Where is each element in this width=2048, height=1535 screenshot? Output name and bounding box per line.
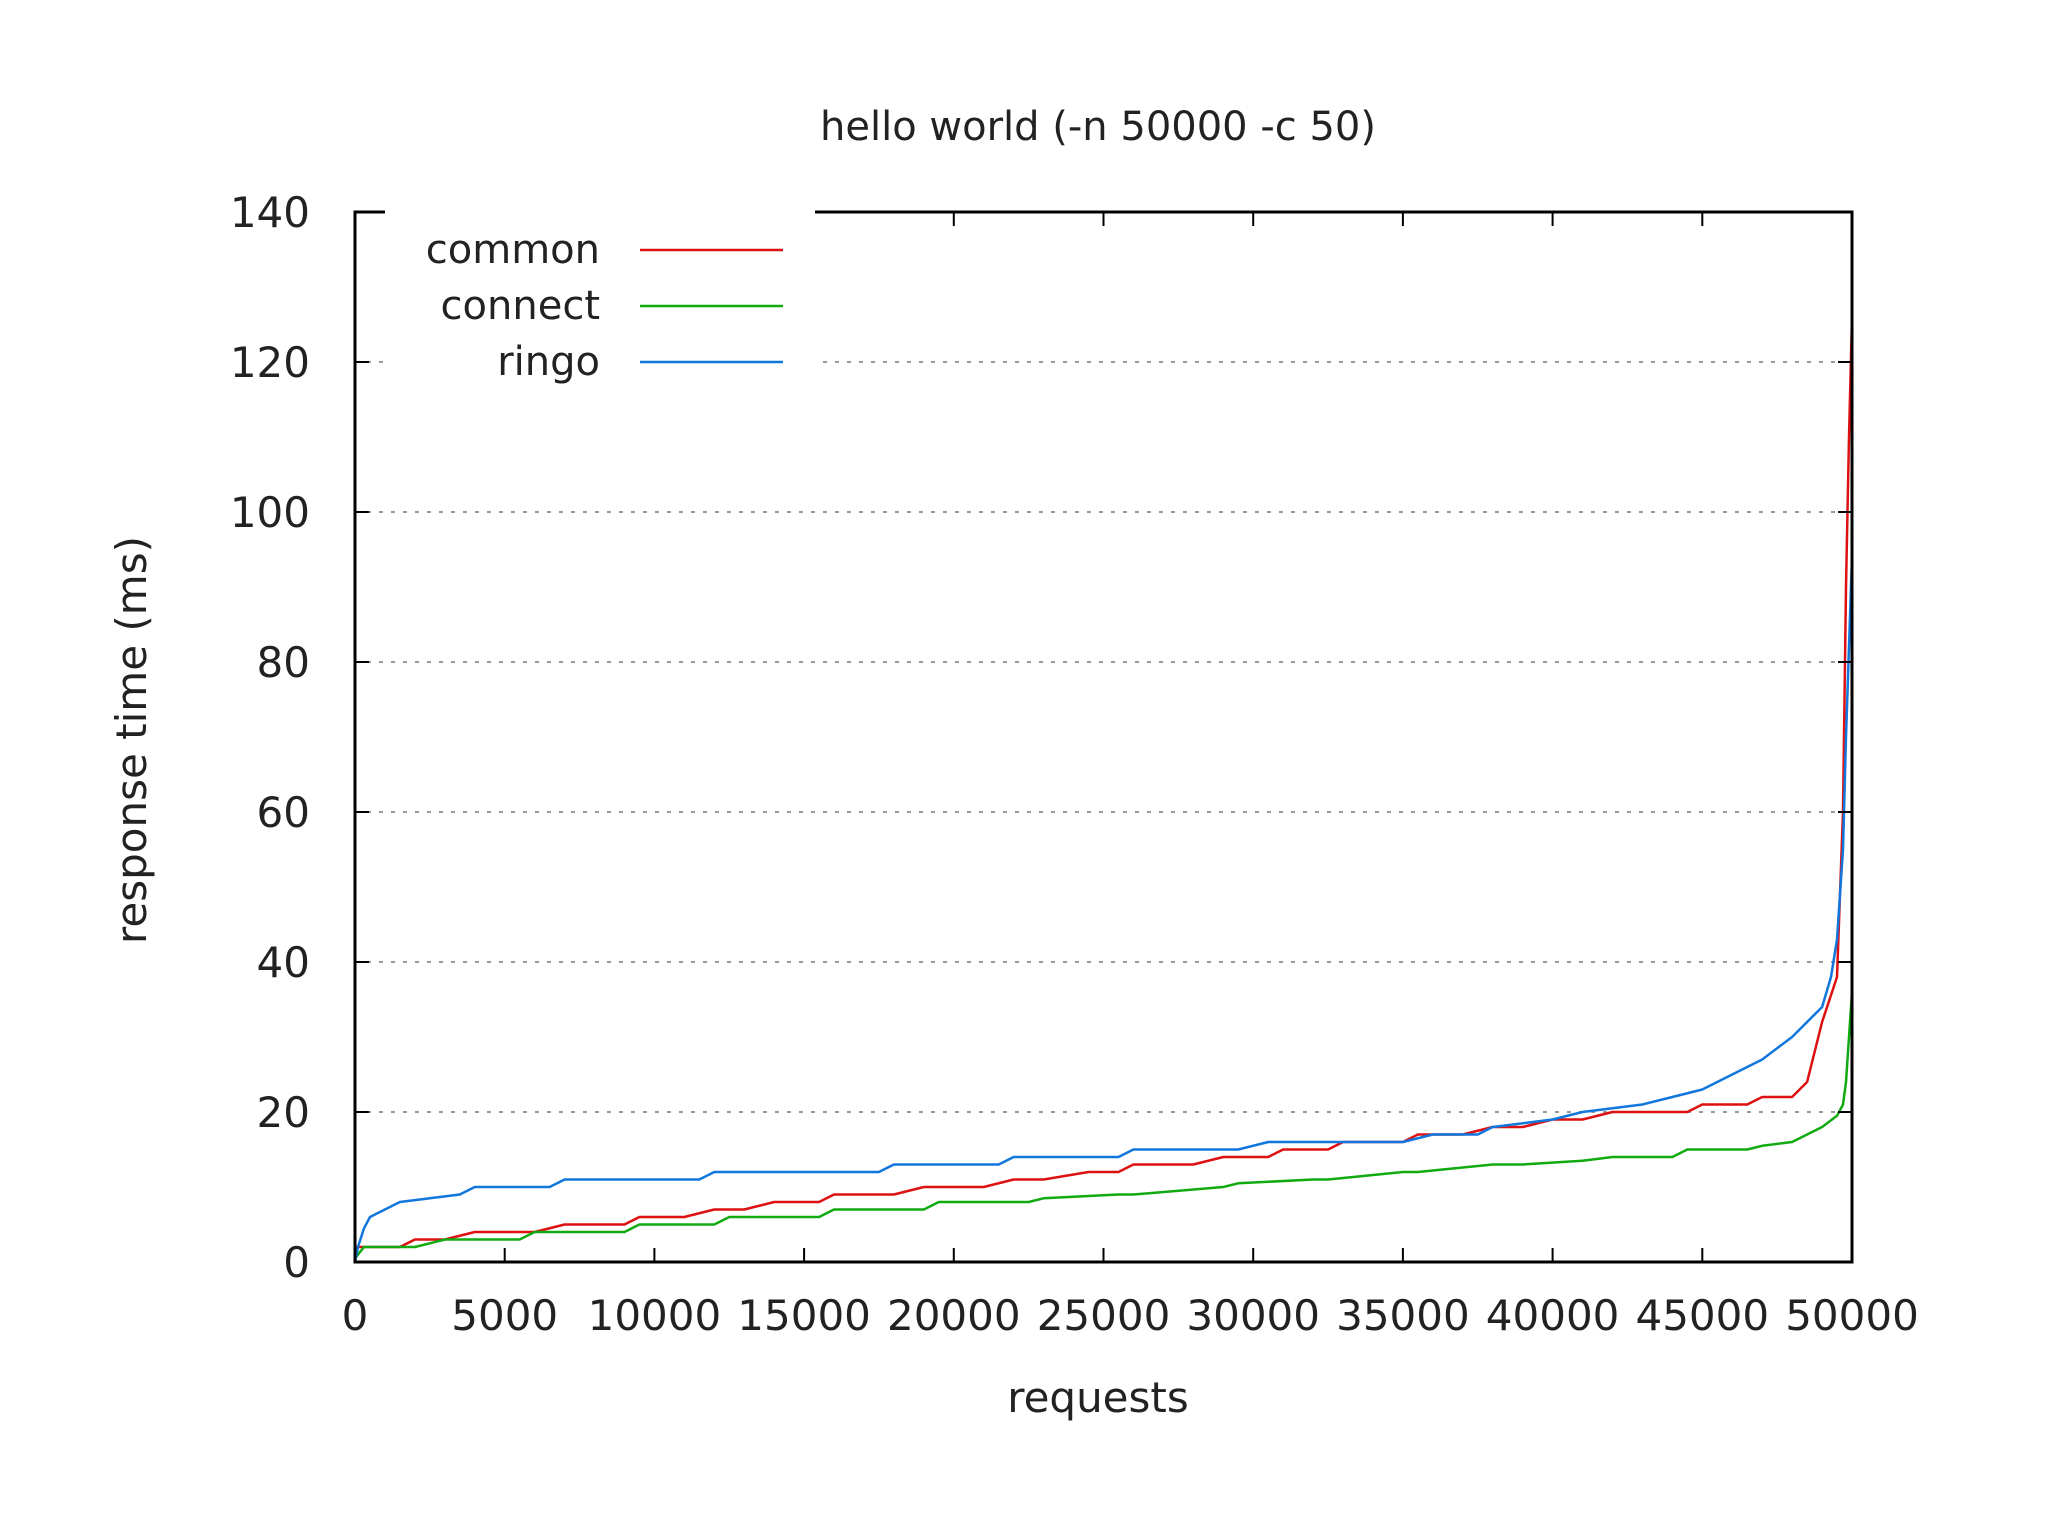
x-tick-label: 15000 [737, 1291, 871, 1340]
legend: common connect ringo [385, 210, 815, 385]
chart-title: hello world (-n 50000 -c 50) [820, 104, 1376, 150]
y-tick-label: 100 [230, 488, 310, 537]
x-tick-label: 20000 [887, 1291, 1021, 1340]
y-tick-label: 0 [283, 1238, 310, 1287]
y-tick-label: 120 [230, 338, 310, 387]
y-tick-label: 140 [230, 188, 310, 237]
y-tick-label: 40 [257, 938, 310, 987]
x-tick-label: 35000 [1336, 1291, 1470, 1340]
y-tick-label: 80 [257, 638, 310, 687]
y-tick-label: 60 [257, 788, 310, 837]
legend-backdrop [385, 266, 815, 322]
legend-label-common: common [426, 227, 600, 273]
series-lines [353, 316, 1854, 1263]
series-line-common [355, 316, 1854, 1249]
x-tick-label: 40000 [1486, 1291, 1620, 1340]
x-tick-label: 0 [342, 1291, 369, 1340]
series-line-ringo [353, 556, 1854, 1263]
legend-label-ringo: ringo [497, 339, 600, 385]
y-axis-label: response time (ms) [107, 536, 156, 944]
x-tick-label: 50000 [1785, 1291, 1919, 1340]
axis-ticks: 0 20 40 60 80 100 120 140 0 5000 10000 15000 20000 25… [230, 188, 1919, 1340]
legend-label-connect: connect [441, 283, 600, 329]
x-tick-label: 10000 [588, 1291, 722, 1340]
x-tick-label: 5000 [451, 1291, 558, 1340]
y-tick-label: 20 [257, 1088, 310, 1137]
series-line-connect [354, 991, 1854, 1260]
x-axis-label: requests [1007, 1373, 1189, 1422]
x-tick-label: 30000 [1186, 1291, 1320, 1340]
x-tick-label: 45000 [1635, 1291, 1769, 1340]
legend-backdrop [385, 210, 815, 266]
x-tick-label: 25000 [1037, 1291, 1171, 1340]
legend-backdrop [385, 322, 815, 378]
